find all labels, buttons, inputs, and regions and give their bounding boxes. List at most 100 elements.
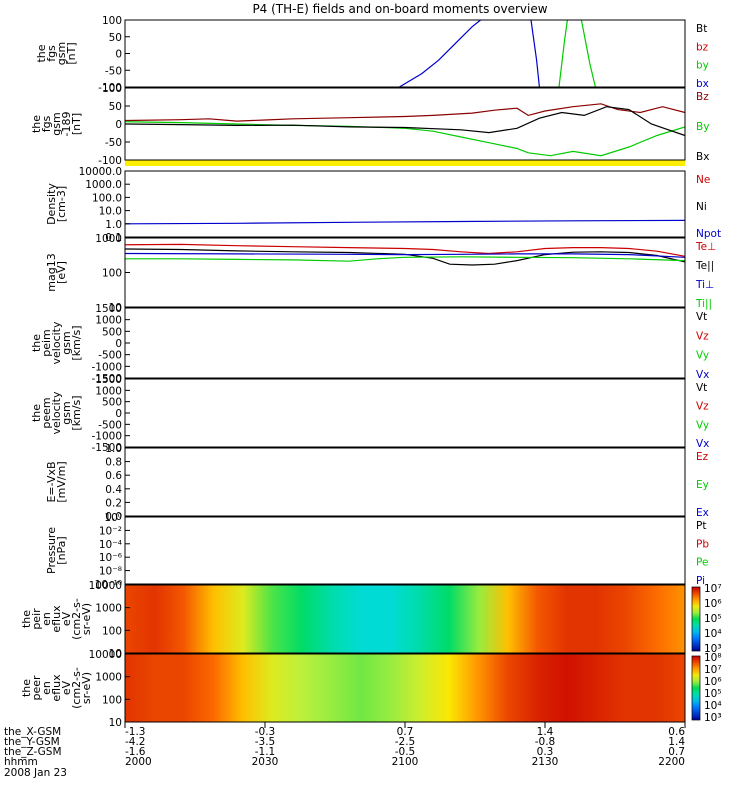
- colorbar-tick-label: 10⁷: [704, 664, 722, 676]
- footer-value: 0.7: [668, 746, 685, 758]
- y-axis-label: the: [30, 115, 43, 133]
- legend-item: Ti⊥: [695, 279, 714, 291]
- y-tick-label: 1000.0: [85, 179, 122, 191]
- colorbar-tick-label: 10⁸: [704, 652, 722, 664]
- y-tick-label: 50: [109, 101, 122, 113]
- y-tick-label: 1000: [95, 603, 122, 615]
- legend-item: Te⊥: [695, 241, 716, 253]
- legend-item: Pe: [696, 557, 708, 569]
- footer-value: 1.4: [668, 736, 685, 748]
- y-axis-label: fgs: [40, 115, 53, 132]
- y-tick-label: 0.1: [105, 232, 122, 244]
- panel-4: 1000 100 10 mag13[eV] Te⊥ Te|| Ti⊥ Ti||: [45, 233, 716, 314]
- legend-item: Ne: [696, 174, 710, 186]
- series-Ti||-line: [125, 256, 686, 262]
- footer-value: -0.8: [535, 736, 556, 748]
- y-axis-label: [nT]: [65, 42, 78, 64]
- colorbar: [691, 586, 701, 652]
- y-axis-label: [nT]: [70, 113, 83, 135]
- footer-value: -0.3: [255, 726, 276, 738]
- y-axis-label: the: [20, 679, 33, 697]
- y-tick-label: -1500: [91, 373, 122, 385]
- y-axis-label: peer: [30, 675, 43, 701]
- y-tick-label: -500: [98, 419, 122, 431]
- y-axis-label: velocity: [50, 391, 63, 434]
- y-axis-label: velocity: [50, 321, 63, 364]
- panel-9: 10⁷ 10⁶ 10⁵ 10⁴ 10³ 10000 1000 100 10 thepeirenef…: [20, 580, 722, 660]
- panel-frame: [124, 447, 686, 517]
- series-By-line: [124, 121, 686, 157]
- legend-item: Vz: [696, 330, 709, 342]
- y-tick-label: 1000: [95, 385, 122, 397]
- y-tick-label: 0.2: [105, 497, 122, 509]
- colorbar-tick-label: 10⁴: [704, 628, 722, 640]
- y-tick-label: 100: [102, 268, 122, 280]
- y-axis-label: (cm2-s-: [70, 598, 83, 640]
- y-axis-label: peir: [30, 608, 43, 630]
- y-axis-label: Density: [45, 183, 58, 225]
- y-tick-label: 1000: [95, 672, 122, 684]
- y-tick-label: 1500: [95, 303, 122, 315]
- colorbar-tick-label: 10⁵: [704, 613, 722, 625]
- legend-item: Ez: [696, 451, 709, 463]
- y-tick-label: 500: [102, 326, 122, 338]
- legend-item: bx: [696, 78, 709, 90]
- y-axis-label: en: [40, 681, 53, 695]
- colorbar: [691, 655, 701, 721]
- y-tick-label: 10000.0: [79, 166, 122, 178]
- footer-value: 2030: [252, 756, 279, 768]
- y-tick-label: 100: [102, 625, 122, 637]
- y-tick-label: -1500: [91, 442, 122, 454]
- colorbar-tick-label: 10⁶: [704, 676, 722, 688]
- series-Ti⊥-line: [124, 252, 686, 258]
- y-axis-label: gsm: [50, 112, 63, 135]
- status-bar: [125, 160, 685, 166]
- series-Te⊥-line: [124, 243, 686, 257]
- footer-value: -1.3: [125, 726, 146, 738]
- y-tick-label: 0: [115, 119, 122, 131]
- y-tick-label: 500: [102, 397, 122, 409]
- y-tick-label: 0.8: [105, 457, 122, 469]
- panel-frame: [124, 307, 686, 379]
- legend-item: Te||: [695, 260, 714, 272]
- y-tick-label: 10⁰: [104, 512, 122, 524]
- y-axis-label: eV: [60, 611, 73, 626]
- y-tick-label: 100: [102, 15, 122, 27]
- legend-item: Ex: [696, 507, 709, 519]
- y-tick-label: 1.0: [105, 219, 122, 231]
- y-tick-label: 10⁻⁸: [99, 566, 122, 578]
- y-axis-label: sr-eV): [80, 603, 93, 635]
- panel-frame: [124, 516, 686, 585]
- panel-6: 150010005000-500-1000-1500thepeemvelocit…: [30, 374, 709, 454]
- footer-row-label: the_Y-GSM: [4, 736, 60, 748]
- legend-item: Vz: [696, 401, 709, 413]
- legend-item: Ti||: [695, 298, 712, 310]
- y-axis-label: peim: [40, 329, 53, 357]
- panel-10: 10⁸10⁷10⁶10⁵10⁴10³10000100010010thepeere…: [20, 649, 722, 729]
- y-tick-label: 100.0: [92, 192, 122, 204]
- legend-item: Npot: [696, 228, 721, 240]
- y-tick-label: -100: [98, 82, 122, 94]
- spectrogram: [125, 585, 685, 653]
- colorbar-tick-label: 10³: [704, 643, 722, 655]
- panel-5: 150010005000-500-1000-1500thepeimvelocit…: [30, 303, 709, 385]
- footer-value: 2130: [532, 756, 559, 768]
- y-axis-label: eflux: [50, 605, 63, 633]
- y-tick-label: 1.0: [105, 443, 122, 455]
- legend-item: Vy: [696, 419, 709, 431]
- footer-value: 2100: [392, 756, 419, 768]
- legend-item: Vy: [696, 350, 709, 362]
- y-axis-label: E=-VxB: [45, 461, 58, 502]
- y-axis-label: gsm: [60, 401, 73, 424]
- y-axis-label: -189: [60, 112, 73, 137]
- y-tick-label: 10: [109, 302, 122, 314]
- panel-frame: [124, 87, 686, 161]
- y-tick-label: 0: [115, 408, 122, 420]
- footer-value: 0.6: [668, 726, 685, 738]
- legend-item: Bx: [696, 151, 709, 163]
- series-Npot-line: [124, 219, 686, 225]
